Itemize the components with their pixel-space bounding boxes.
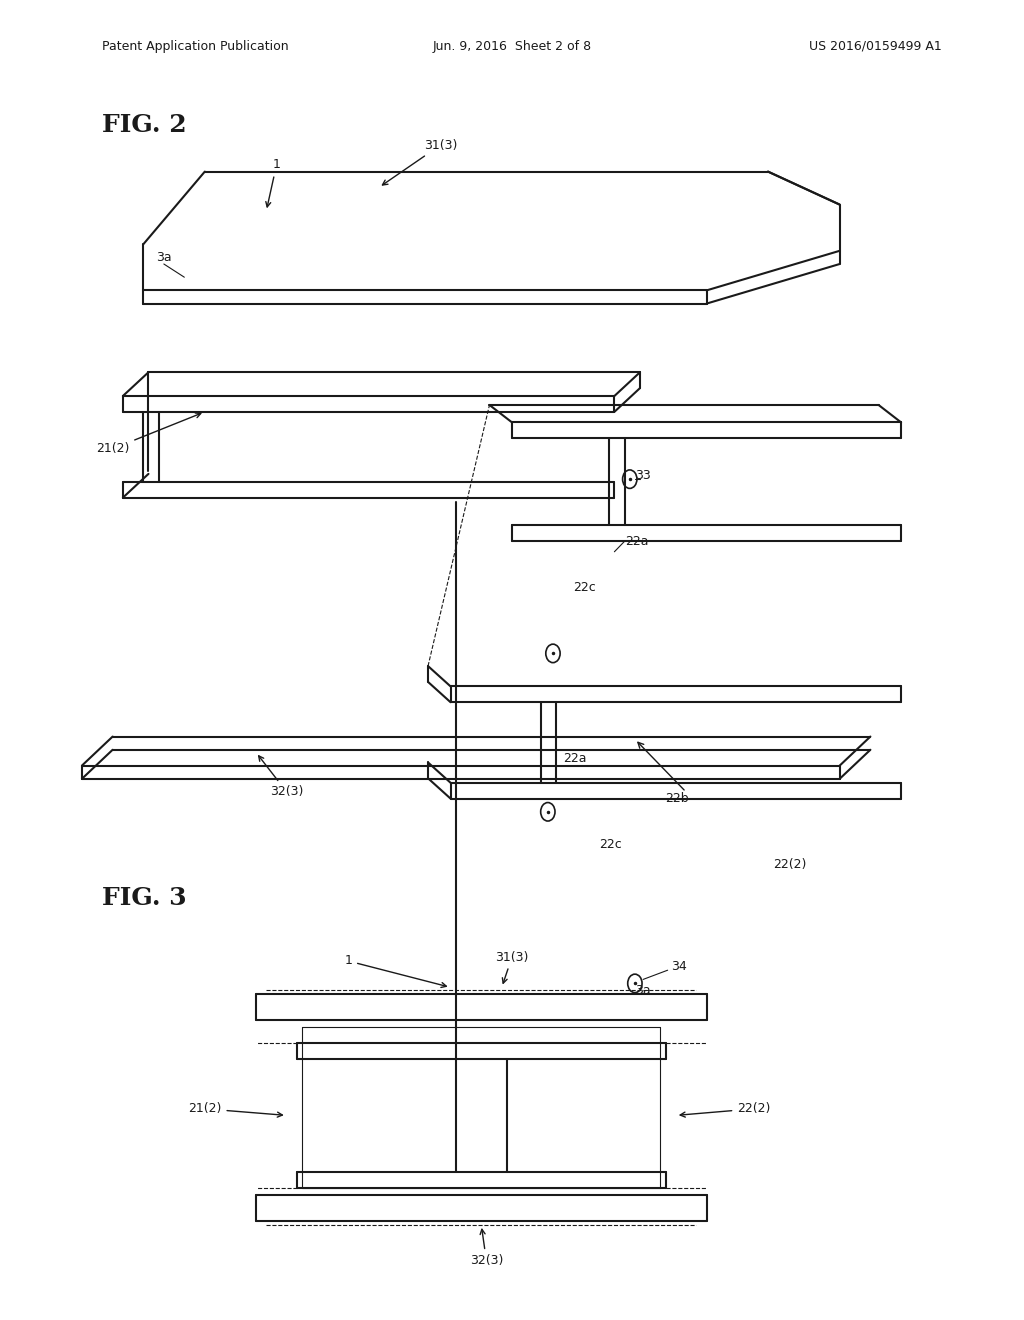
- Text: 1: 1: [266, 158, 281, 207]
- Text: US 2016/0159499 A1: US 2016/0159499 A1: [809, 40, 942, 53]
- Text: 31(3): 31(3): [382, 139, 457, 185]
- Text: 22(2): 22(2): [680, 1102, 771, 1117]
- Text: 21(2): 21(2): [96, 413, 201, 455]
- Text: FIG. 3: FIG. 3: [102, 886, 187, 909]
- Text: 31(3): 31(3): [496, 950, 528, 983]
- Text: 22a: 22a: [563, 752, 587, 766]
- Text: Jun. 9, 2016  Sheet 2 of 8: Jun. 9, 2016 Sheet 2 of 8: [432, 40, 592, 53]
- Text: 3a: 3a: [635, 983, 650, 997]
- Text: 33: 33: [635, 469, 650, 482]
- Text: 22a: 22a: [625, 535, 648, 548]
- Text: Patent Application Publication: Patent Application Publication: [102, 40, 289, 53]
- Text: 1: 1: [344, 954, 446, 987]
- Text: 22c: 22c: [573, 581, 596, 594]
- Text: 3a: 3a: [156, 251, 172, 264]
- Text: 21(2): 21(2): [188, 1102, 283, 1117]
- Text: 34: 34: [671, 960, 686, 973]
- Text: 32(3): 32(3): [259, 756, 303, 799]
- Text: 22b: 22b: [666, 792, 689, 805]
- Text: 32(3): 32(3): [470, 1229, 503, 1267]
- Text: FIG. 2: FIG. 2: [102, 114, 187, 137]
- Text: 22c: 22c: [599, 838, 622, 851]
- Text: 22(2): 22(2): [773, 858, 807, 871]
